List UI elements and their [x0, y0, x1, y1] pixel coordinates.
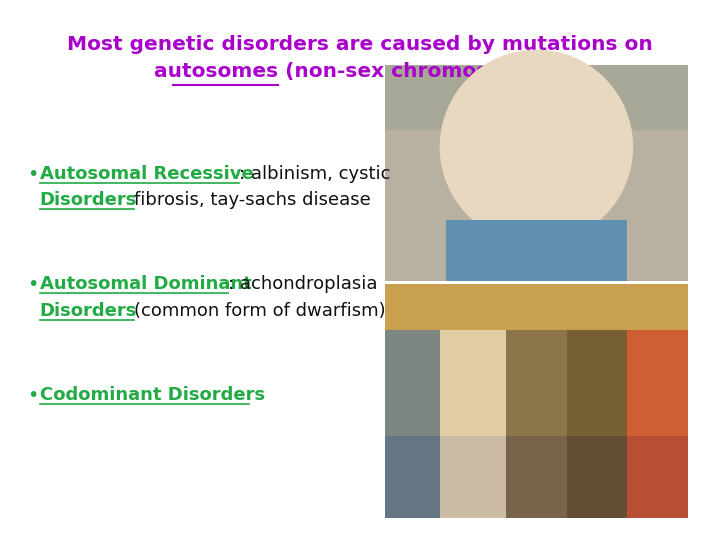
- Text: Disorders: Disorders: [40, 191, 137, 209]
- Text: Most genetic disorders are caused by mutations on: Most genetic disorders are caused by mut…: [67, 35, 653, 54]
- Text: •: •: [27, 275, 39, 294]
- Text: Disorders: Disorders: [40, 301, 137, 320]
- Bar: [506, 330, 567, 518]
- Text: •: •: [27, 165, 39, 184]
- Text: Codominant Disorders: Codominant Disorders: [40, 386, 265, 404]
- Bar: [385, 65, 688, 281]
- Ellipse shape: [440, 50, 633, 244]
- Text: : albinism, cystic: : albinism, cystic: [238, 165, 390, 183]
- Bar: [385, 65, 688, 130]
- Text: fibrosis, tay-sachs disease: fibrosis, tay-sachs disease: [134, 191, 371, 209]
- Text: Autosomal Dominant: Autosomal Dominant: [40, 275, 251, 293]
- Bar: [627, 330, 688, 518]
- Text: : achondroplasia: : achondroplasia: [228, 275, 377, 293]
- Bar: [446, 220, 627, 281]
- Bar: [385, 436, 688, 518]
- Bar: [385, 330, 688, 448]
- Bar: [385, 284, 688, 518]
- Text: (common form of dwarfism): (common form of dwarfism): [134, 301, 385, 320]
- Bar: [567, 330, 627, 518]
- Text: •: •: [27, 386, 39, 405]
- Bar: [385, 330, 440, 518]
- Text: autosomes (non-sex chromosomes).: autosomes (non-sex chromosomes).: [154, 62, 566, 81]
- Bar: [440, 330, 506, 518]
- Text: Autosomal Recessive: Autosomal Recessive: [40, 165, 253, 183]
